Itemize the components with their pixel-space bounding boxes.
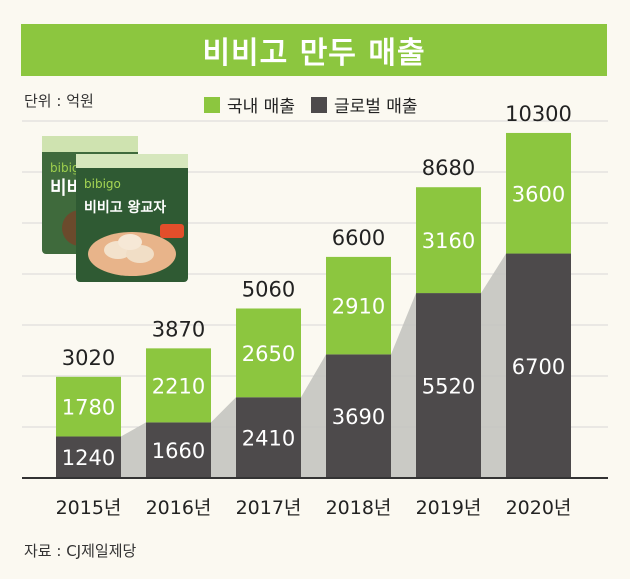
package-front-text: 비비고 왕교자: [84, 200, 166, 216]
x-axis-tick-label: 2020년: [506, 497, 572, 519]
x-axis-tick-label: 2018년: [326, 497, 392, 519]
bar-global-value-label: 1240: [62, 446, 115, 470]
bar-global-value-label: 2410: [242, 427, 295, 451]
bar-global: [236, 397, 301, 478]
legend-label-global: 글로벌 매출: [333, 97, 418, 117]
legend-swatch-domestic: [204, 96, 220, 113]
legend: 국내 매출 글로벌 매출: [204, 92, 434, 117]
bar-domestic: [236, 308, 301, 398]
bar-global-value-label: 5520: [422, 375, 475, 399]
x-axis-tick-label: 2015년: [56, 497, 122, 519]
bar-global: [326, 354, 391, 478]
bar-domestic-value-label: 1780: [62, 396, 115, 420]
bar-global-value-label: 1660: [152, 439, 205, 463]
package-back-text: 비비: [50, 178, 83, 199]
bar-total-label: 3020: [62, 346, 115, 370]
dumpling-package-image: bibigo 비비 bibigo 비비고 왕교자: [42, 136, 188, 282]
bar-total-label: 5060: [242, 277, 295, 301]
bar-domestic-value-label: 3160: [422, 229, 475, 253]
chart-title: 비비고 만두 매출: [21, 24, 607, 76]
bar-global: [56, 436, 121, 478]
bar-global-value-label: 6700: [512, 355, 565, 379]
bar-domestic: [146, 348, 211, 423]
source-note: 자료 : CJ제일제당: [24, 542, 137, 560]
unit-label: 단위 : 억원: [24, 92, 94, 110]
x-axis-tick-label: 2019년: [416, 497, 482, 519]
bar-global-value-label: 3690: [332, 405, 385, 429]
bar-global: [416, 293, 481, 478]
bar-global: [146, 422, 211, 478]
bar-domestic: [326, 256, 391, 355]
bar-total-label: 6600: [332, 226, 385, 250]
bar-domestic: [56, 376, 121, 437]
bar-domestic-value-label: 2650: [242, 342, 295, 366]
legend-label-domestic: 국내 매출: [227, 97, 295, 117]
bar-total-label: 3870: [152, 317, 205, 341]
bar-domestic-value-label: 3600: [512, 182, 565, 206]
bar-domestic-value-label: 2210: [152, 374, 205, 398]
bar-domestic: [506, 132, 571, 254]
legend-item-global: 글로벌 매출: [310, 92, 418, 117]
bar-domestic: [416, 187, 481, 294]
bar-global: [506, 253, 571, 478]
package-front-brand: bibigo: [84, 177, 121, 191]
bar-total-label: 8680: [422, 156, 475, 180]
package-front: bibigo 비비고 왕교자: [76, 154, 188, 282]
legend-swatch-global: [310, 96, 327, 113]
bar-domestic-value-label: 2910: [332, 295, 385, 319]
x-axis-tick-label: 2016년: [146, 497, 212, 519]
legend-item-domestic: 국내 매출: [204, 92, 295, 117]
x-axis-tick-label: 2017년: [236, 497, 302, 519]
bar-total-label: 10300: [505, 102, 572, 126]
